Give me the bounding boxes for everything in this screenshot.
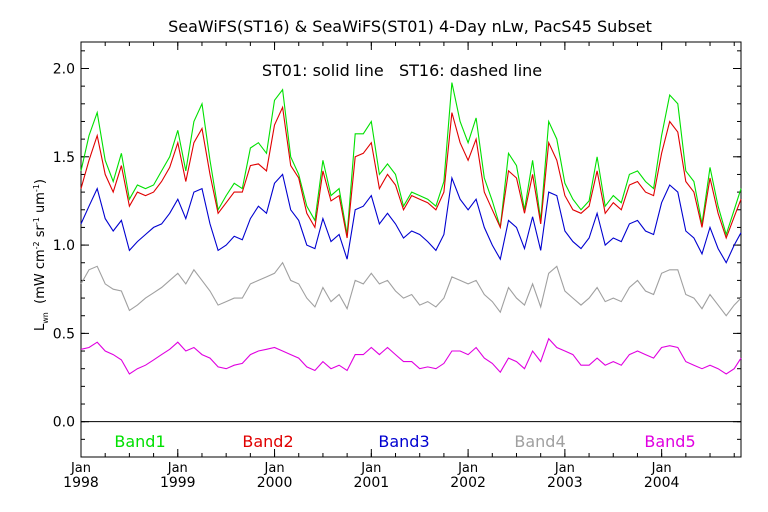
series-line-band5 — [80, 337, 742, 375]
series-line-band4 — [80, 261, 742, 317]
x-tick-month-label: Jan — [167, 461, 188, 476]
plot-area: 0.00.51.01.52.0Jan1998Jan1999Jan2000Jan2… — [53, 41, 742, 491]
legend-label-band4: Band4 — [514, 432, 565, 451]
y-axis-label-exp2: -1 — [32, 217, 41, 225]
x-tick-year-label: 2004 — [644, 475, 680, 491]
x-tick-year-label: 2002 — [450, 475, 486, 491]
series-line-band2 — [80, 105, 742, 240]
series-line-band3 — [80, 173, 742, 264]
y-axis-label: Lwn (mW cm-2 sr-1 um-1) — [32, 179, 50, 331]
y-axis-label-sub: wn — [41, 312, 50, 324]
x-tick-year-label: 2003 — [547, 475, 583, 491]
y-axis-label-mid2: um — [33, 192, 48, 217]
legend-label-band3: Band3 — [378, 432, 429, 451]
y-tick-label: 1.5 — [53, 150, 75, 166]
series-line-band1 — [80, 82, 742, 237]
y-axis-label-exp1: -2 — [32, 241, 41, 249]
y-axis-label-mid1: sr — [33, 224, 48, 241]
legend-label-band1: Band1 — [114, 432, 165, 451]
x-tick-month-label: Jan — [360, 461, 381, 476]
y-axis-label-units: (mW cm — [33, 249, 48, 304]
x-tick-year-label: 2000 — [257, 475, 293, 491]
chart-title: SeaWiFS(ST16) & SeaWiFS(ST01) 4-Day nLw,… — [168, 17, 652, 36]
line-style-annotation: ST01: solid line ST16: dashed line — [262, 61, 542, 80]
x-tick-year-label: 1999 — [160, 475, 196, 491]
x-tick-month-label: Jan — [651, 461, 672, 476]
y-axis-label-end: ) — [33, 179, 48, 184]
y-tick-label: 1.0 — [53, 238, 75, 254]
x-tick-month-label: Jan — [264, 461, 285, 476]
x-tick-year-label: 2001 — [354, 475, 390, 491]
y-axis-label-main: L — [33, 323, 48, 331]
x-tick-month-label: Jan — [70, 461, 91, 476]
x-tick-month-label: Jan — [554, 461, 575, 476]
x-tick-year-label: 1998 — [63, 475, 99, 491]
legend-label-band2: Band2 — [242, 432, 293, 451]
y-tick-label: 0.0 — [53, 415, 75, 431]
svg-text:Lwn (mW cm-2 sr-1 um-1): Lwn (mW cm-2 sr-1 um-1) — [32, 179, 50, 331]
y-tick-label: 0.5 — [53, 326, 75, 342]
legend-label-band5: Band5 — [644, 432, 695, 451]
plot-frame — [80, 41, 742, 458]
y-tick-label: 2.0 — [53, 61, 75, 77]
y-axis-label-exp3: -1 — [32, 184, 41, 192]
x-tick-month-label: Jan — [457, 461, 478, 476]
